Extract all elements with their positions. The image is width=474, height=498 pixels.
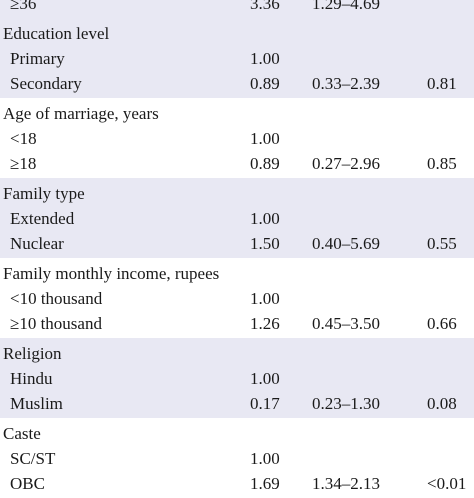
odds-ratio-cell: 1.69 (250, 474, 280, 493)
category-label: ≥10 thousand (10, 314, 102, 333)
confidence-interval-cell: 0.33–2.39 (312, 74, 380, 93)
confidence-interval-cell: 0.45–3.50 (312, 314, 380, 333)
category-label: Extended (10, 209, 75, 228)
variable-group: Education level Primary 1.00 Secondary 0.89 0… (0, 18, 474, 98)
category-label: Hindu (10, 369, 53, 388)
category-label: <10 thousand (10, 289, 103, 308)
group-header-row: Family monthly income, rupees (0, 261, 474, 286)
p-value-cell: 0.66 (427, 314, 457, 333)
category-label: Secondary (10, 74, 82, 93)
table-row: Extended 1.00 (0, 206, 474, 231)
category-label: Muslim (10, 394, 63, 413)
group-header-row: Family type (0, 181, 474, 206)
odds-ratio-cell: 1.26 (250, 314, 280, 333)
p-value-cell: 0.08 (427, 394, 457, 413)
category-label: SC/ST (10, 449, 56, 468)
category-label: Nuclear (10, 234, 64, 253)
category-label: ≥18 (10, 154, 37, 173)
group-header-row: Age of marriage, years (0, 101, 474, 126)
group-header-row: Religion (0, 341, 474, 366)
variable-name: Family type (3, 184, 85, 203)
table-row: ≥18 0.89 0.27–2.96 0.85 (0, 151, 474, 176)
variable-name: Age of marriage, years (3, 104, 159, 123)
variable-group: Caste SC/ST 1.00 OBC 1.69 1.34–2.13 <0.01 (0, 418, 474, 498)
table-row: <18 1.00 (0, 126, 474, 151)
p-value-cell: 0.55 (427, 234, 457, 253)
variable-group: Religion Hindu 1.00 Muslim 0.17 0.23–1.30 0.08 (0, 338, 474, 418)
odds-ratio-cell: 1.00 (250, 449, 280, 468)
odds-ratio-cell: 0.89 (250, 154, 280, 173)
variable-name: Family monthly income, rupees (3, 264, 220, 283)
group-header-row: Caste (0, 421, 474, 446)
table-row: Secondary 0.89 0.33–2.39 0.81 (0, 71, 474, 96)
confidence-interval-cell: 0.27–2.96 (312, 154, 380, 173)
confidence-interval-cell: 0.23–1.30 (312, 394, 380, 413)
odds-ratio-cell: 1.00 (250, 209, 280, 228)
confidence-interval-cell: 0.40–5.69 (312, 234, 380, 253)
table-row: Primary 1.00 (0, 46, 474, 71)
confidence-interval-cell: 1.34–2.13 (312, 474, 380, 493)
table-row: <10 thousand 1.00 (0, 286, 474, 311)
table-row: OBC 1.69 1.34–2.13 <0.01 (0, 471, 474, 496)
variable-group: Family monthly income, rupees <10 thousan… (0, 258, 474, 338)
variable-group: Family type Extended 1.00 Nuclear 1.50 0.40–5… (0, 178, 474, 258)
odds-ratio-cell: 1.00 (250, 289, 280, 308)
table-row: ≥10 thousand 1.26 0.45–3.50 0.66 (0, 311, 474, 336)
p-value-cell: 0.85 (427, 154, 457, 173)
odds-ratio-cell: 1.00 (250, 369, 280, 388)
variable-group: ≥36 3.36 1.29–4.69 (0, 0, 474, 18)
table-row: SC/ST 1.00 (0, 446, 474, 471)
confidence-interval-cell: 1.29–4.69 (312, 0, 380, 13)
category-label: ≥36 (10, 0, 37, 13)
odds-ratio-cell: 1.50 (250, 234, 280, 253)
table-row: Muslim 0.17 0.23–1.30 0.08 (0, 391, 474, 416)
variable-name: Education level (3, 24, 110, 43)
variable-name: Religion (3, 344, 62, 363)
category-label: Primary (10, 49, 65, 68)
odds-ratio-cell: 0.89 (250, 74, 280, 93)
variable-group: Age of marriage, years <18 1.00 ≥18 0.89 0.27… (0, 98, 474, 178)
p-value-cell: <0.01 (427, 474, 467, 493)
odds-ratio-cell: 1.00 (250, 49, 280, 68)
category-label: <18 (10, 129, 37, 148)
table-row: ≥36 3.36 1.29–4.69 (0, 0, 474, 16)
table-row: Nuclear 1.50 0.40–5.69 0.55 (0, 231, 474, 256)
group-header-row: Education level (0, 21, 474, 46)
odds-ratio-cell: 3.36 (250, 0, 280, 13)
p-value-cell: 0.81 (427, 74, 457, 93)
variable-name: Caste (3, 424, 41, 443)
table-row: Hindu 1.00 (0, 366, 474, 391)
odds-ratio-cell: 1.00 (250, 129, 280, 148)
odds-ratio-cell: 0.17 (250, 394, 280, 413)
category-label: OBC (10, 474, 45, 493)
